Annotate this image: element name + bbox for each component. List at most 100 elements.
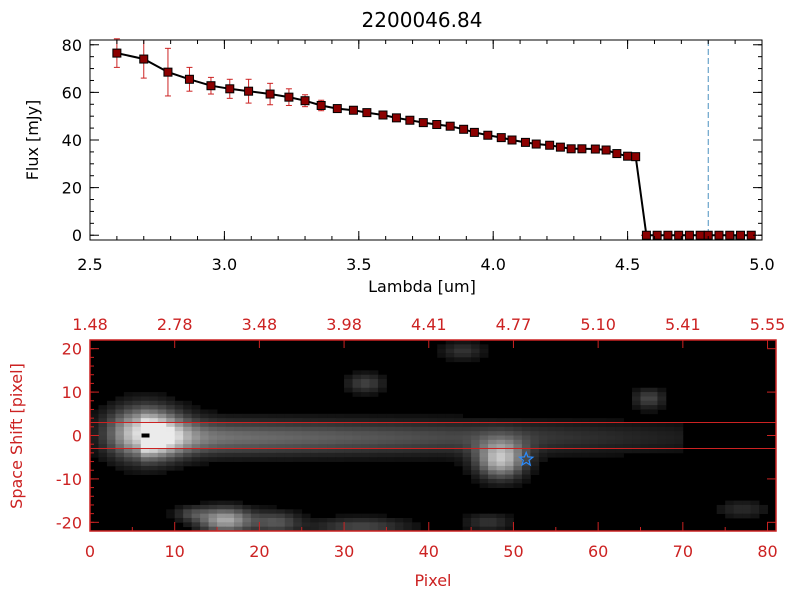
image-pixel [284,522,294,528]
image-pixel [462,353,472,358]
image-pixel [310,418,320,423]
image-pixel [208,409,218,415]
data-point [139,54,149,64]
image-pixel [369,426,379,432]
image-pixel [276,448,286,454]
y-tick-label: 60 [62,83,82,102]
image-pixel [250,509,260,515]
image-pixel [318,444,328,449]
image-pixel [157,413,167,419]
image-pixel [140,439,150,445]
image-pixel [200,448,209,454]
image-pixel [606,422,616,428]
image-pixel [140,396,150,402]
data-point [184,74,194,84]
image-pixel [623,435,633,441]
image-pixel [632,448,641,454]
image-pixel [174,426,184,432]
image-pixel [538,439,548,445]
image-pixel [250,522,260,528]
image-pixel [606,452,616,458]
image-pixel [725,513,735,519]
image-pixel [521,435,531,441]
image-pixel [488,457,497,462]
data-point [531,139,541,149]
image-pixel [132,418,142,423]
image-pixel [132,448,142,454]
image-pixel [615,452,624,458]
image-pixel [589,439,599,445]
image-pixel [369,374,379,380]
image-pixel [200,509,209,515]
image-pixel [318,452,328,458]
image-pixel [437,457,447,462]
image-pixel [403,431,413,436]
image-pixel [386,422,396,428]
image-pixel [538,426,548,432]
image-pixel [428,426,438,432]
image-pixel [564,418,574,423]
image-pixel [157,392,167,397]
image-pixel [377,431,387,436]
image-pixel [462,444,472,449]
image-pixel [555,422,565,428]
data-point [735,230,745,240]
image-pixel [403,517,413,523]
image-pixel [471,448,480,454]
image-pixel [327,431,337,436]
spectrum-plot: 2.5 3.0 3.5 4.0 4.5 5.0 0 20 40 60 80 [62,36,775,274]
image-pixel [191,457,201,462]
image-pixel [377,444,387,449]
image-pixel [716,509,726,515]
image-pixel [589,452,599,458]
image-pixel [106,448,116,454]
image-pixel [369,392,379,397]
image-pixel [157,405,167,410]
image-pixel [513,470,523,475]
image-pixel [115,439,125,445]
image-pixel [276,431,286,436]
image-pixel [555,431,565,436]
data-point [714,230,724,240]
image-pixel [98,413,108,419]
image-pixel [344,413,353,419]
spectrum-plot-frame [89,39,763,241]
image-pixel [106,452,116,458]
data-point [601,145,611,155]
image-pixel [200,457,209,462]
image-pixel [191,435,201,441]
image-pixel [352,448,362,454]
image-pixel [149,439,159,445]
image-pixel [123,452,133,458]
image-pixel [581,422,591,428]
image-pixel [250,504,260,510]
image-pixel [233,513,243,519]
image-pixel [530,418,540,423]
image-pixel [293,517,303,523]
image-pixel [242,517,252,523]
image-pixel [157,465,167,471]
image-pixel [547,439,557,445]
image-pixel [149,392,159,397]
y-tick-label: 20 [62,179,82,198]
image-pixel [174,431,184,436]
image-pixel [361,517,370,523]
image-pixel [454,435,464,441]
image-pixel [250,457,260,462]
image-pixel [640,396,650,402]
image-pixel [293,426,303,432]
image-pixel [471,348,480,354]
image-pixel [157,470,167,475]
image-pixel [513,478,523,484]
image-pixel [327,517,337,523]
image-pixel [157,418,167,423]
image-pixel [344,383,353,389]
spectrum-y-axis-label: Flux [mJy] [23,100,42,181]
image-pixel [293,526,303,532]
spectrum-x-axis-label: Lambda [um] [368,277,476,296]
image-pixel [174,461,184,467]
image-pixel [488,435,497,441]
image-pixel [267,444,277,449]
image-pixel [200,418,209,423]
